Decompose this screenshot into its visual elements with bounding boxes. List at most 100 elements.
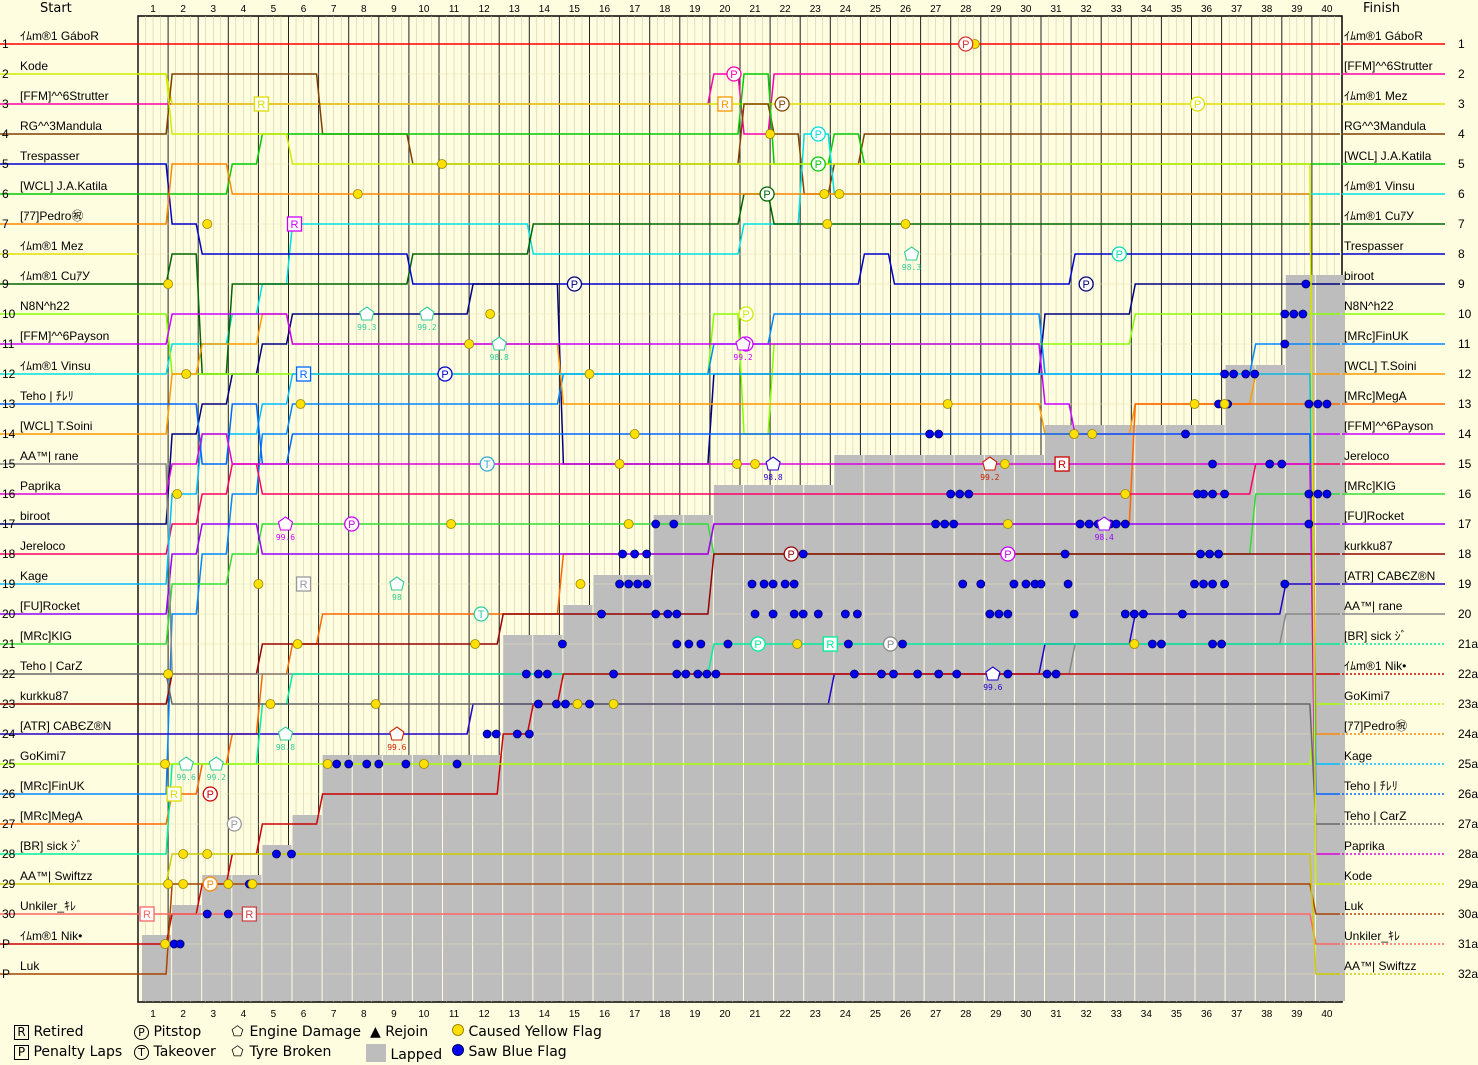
blue-flag-marker: [1220, 369, 1230, 379]
legend-rejoin: ▲ Rejoin: [370, 1024, 428, 1040]
blue-flag-marker: [1313, 489, 1323, 499]
start-driver-label: [FFM]^^6Payson: [20, 329, 109, 343]
lapped-area: [473, 755, 503, 1001]
blue-flag-marker: [1129, 609, 1139, 619]
finish-position-label: 15: [1458, 457, 1472, 471]
blue-flag-marker: [1229, 369, 1239, 379]
blue-flag-marker: [958, 579, 968, 589]
yellow-flag-marker: [163, 279, 174, 289]
start-position-label: 25: [2, 757, 16, 771]
finish-driver-label: biroot: [1344, 269, 1375, 283]
lap-tick-label-bottom: 18: [659, 1009, 671, 1020]
pitstop-marker: [437, 366, 453, 382]
blue-flag-marker: [1214, 549, 1223, 559]
yellow-flag-marker: [247, 879, 258, 889]
takeover-marker: [473, 606, 489, 622]
lap-tick-label-top: 34: [1141, 4, 1153, 15]
lap-tick-label-bottom: 38: [1261, 1009, 1273, 1020]
pitstop-marker: [202, 876, 218, 892]
lap-tick-label-bottom: 39: [1291, 1009, 1303, 1020]
blue-flag-marker: [482, 729, 492, 739]
lapped-area: [744, 485, 774, 1001]
blue-flag-marker: [1021, 579, 1031, 589]
lap-tick-label-top: 18: [659, 4, 671, 15]
finish-position-label: 28a: [1458, 847, 1478, 861]
blue-flag-marker: [1190, 579, 1199, 589]
lap-tick-label-top: 8: [361, 4, 367, 15]
pitstop-marker-label: P: [348, 519, 355, 531]
lap-tick-label-top: 6: [301, 4, 307, 15]
lap-tick-label-top: 7: [331, 4, 337, 15]
finish-driver-label: Trespasser: [1344, 239, 1404, 253]
retired-marker-label: R: [826, 639, 834, 651]
blue-flag-marker: [287, 849, 296, 859]
yellow-flag-marker: [1087, 429, 1098, 439]
pitstop-marker: [1111, 246, 1127, 262]
pitstop-marker-label: P: [742, 309, 749, 321]
finish-driver-label: ｲﾑm®1 CuｱУ: [1344, 209, 1414, 223]
blue-flag-marker: [934, 429, 944, 439]
finish-position-label: 19: [1458, 577, 1472, 591]
blue-flag-marker: [1208, 579, 1217, 589]
start-position-label: P: [2, 967, 10, 981]
blue-flag-marker: [630, 549, 640, 559]
blue-flag-marker: [681, 669, 691, 679]
blue-flag-marker: [1322, 399, 1332, 409]
series-line: [138, 913, 1340, 945]
finish-driver-label: Paprika: [1344, 839, 1385, 853]
blue-flag-marker: [852, 609, 862, 619]
retired-marker: [1054, 456, 1070, 472]
yellow-flag-marker: [1219, 399, 1230, 409]
retired-marker: [295, 576, 312, 592]
lapped-area: [533, 635, 563, 1001]
start-driver-label: AA™| Swiftzz: [20, 869, 92, 883]
lap-tick-label-top: 30: [1020, 4, 1032, 15]
blue-flag-marker: [723, 639, 733, 649]
start-driver-label: biroot: [20, 509, 51, 523]
lap-tick-label-bottom: 11: [449, 1009, 460, 1020]
blue-flag-marker: [813, 609, 823, 619]
start-driver-label: [WCL] J.A.Katila: [20, 179, 108, 193]
blue-flag-marker: [1063, 579, 1073, 589]
finish-position-label: 16: [1458, 487, 1472, 501]
blue-flag-marker: [877, 669, 886, 679]
start-position-label: 16: [2, 487, 16, 501]
legend-yellow-label: Caused Yellow Flag: [468, 1024, 602, 1040]
engine-damage-marker: [491, 336, 507, 351]
lap-tick-label-bottom: 30: [1020, 1009, 1032, 1020]
yellow-flag-marker: [584, 369, 595, 379]
engine-damage-value: 99.6: [983, 683, 1002, 692]
finish-position-label: 13: [1458, 397, 1472, 411]
pitstop-marker: [774, 96, 790, 112]
blue-flag-marker: [1009, 579, 1019, 589]
blue-flag-marker: [1060, 549, 1070, 559]
blue-flag-marker: [1111, 519, 1121, 529]
blue-flag-marker: [976, 579, 986, 589]
blue-flag-marker: [672, 609, 682, 619]
blue-flag-marker: [994, 609, 1004, 619]
blue-flag-marker: [913, 669, 922, 679]
lap-tick-label-bottom: 35: [1171, 1009, 1183, 1020]
start-driver-label: Teho | ﾁﾚﾘ: [20, 389, 74, 403]
engine-damage-marker: [277, 726, 294, 741]
blue-flag-marker: [1301, 279, 1311, 289]
blue-flag-marker: [684, 639, 694, 649]
lap-tick-label-bottom: 26: [900, 1009, 912, 1020]
start-position-label: 6: [2, 187, 9, 201]
lap-tick-label-bottom: 24: [840, 1009, 852, 1020]
retired-marker: [717, 96, 733, 112]
yellow-flag-marker: [202, 849, 213, 859]
start-position-label: 5: [2, 157, 9, 171]
finish-position-label: 5: [1458, 157, 1465, 171]
yellow-flag-marker: [765, 129, 775, 139]
start-driver-label: Teho | CarZ: [20, 659, 82, 673]
retired-marker-label: R: [257, 99, 265, 111]
series-line: [138, 673, 1340, 945]
blue-flag-marker: [1178, 609, 1187, 619]
lap-tick-label-bottom: 21: [749, 1009, 761, 1020]
blue-flag-marker: [849, 669, 859, 679]
blue-flag-marker: [663, 609, 673, 619]
blue-flag-marker: [1289, 309, 1299, 319]
engine-damage-marker: [735, 336, 751, 351]
legend-tyre: ⬠ Tyre Broken: [230, 1044, 331, 1060]
